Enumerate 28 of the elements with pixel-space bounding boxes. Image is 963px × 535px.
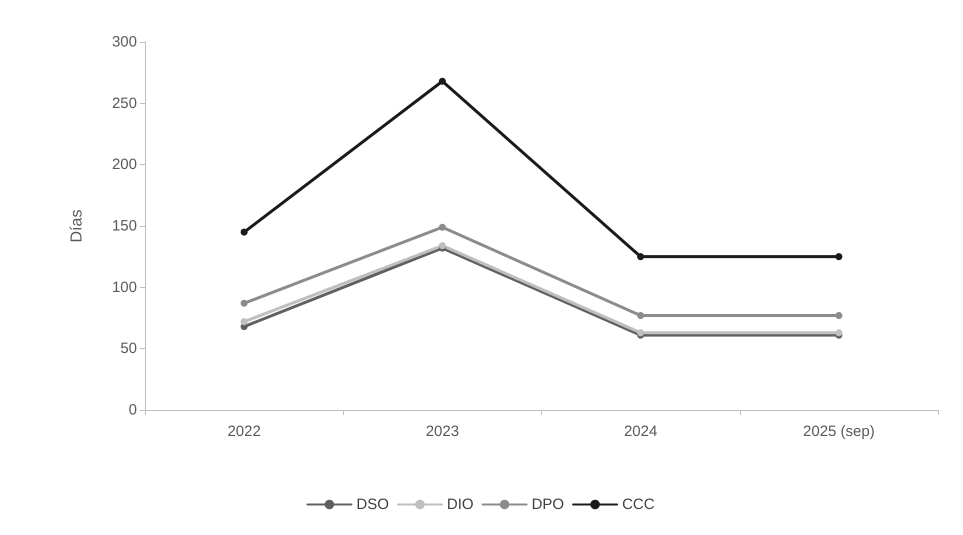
point (240, 300, 248, 307)
x-tick-label: 2025 (sep) (803, 423, 875, 440)
y-tick-label: 0 (128, 402, 137, 418)
point (438, 224, 446, 231)
x-tick-label: 2022 (227, 423, 261, 440)
point (240, 228, 248, 236)
point (835, 312, 842, 320)
legend-label: CCC (622, 496, 655, 513)
x-tick-label: 2024 (624, 423, 658, 440)
point (835, 253, 842, 260)
y-tick-label: 100 (112, 278, 137, 296)
legend-label: DIO (446, 496, 474, 513)
y-tick-label: 300 (112, 34, 137, 50)
point (637, 312, 644, 320)
point (637, 329, 644, 336)
y-tick-label: 200 (112, 156, 137, 174)
y-tick-label: 250 (112, 94, 137, 112)
legend-label: DPO (532, 496, 564, 513)
point (438, 242, 446, 250)
point (240, 318, 248, 326)
y-tick-label: 150 (112, 218, 137, 234)
point (835, 329, 842, 336)
point (637, 253, 644, 260)
x-tick-label: 2023 (426, 423, 460, 440)
y-axis-title: Días (68, 210, 86, 242)
point (438, 78, 446, 85)
legend-label: DSO (356, 496, 389, 513)
y-tick-label: 50 (120, 340, 137, 358)
